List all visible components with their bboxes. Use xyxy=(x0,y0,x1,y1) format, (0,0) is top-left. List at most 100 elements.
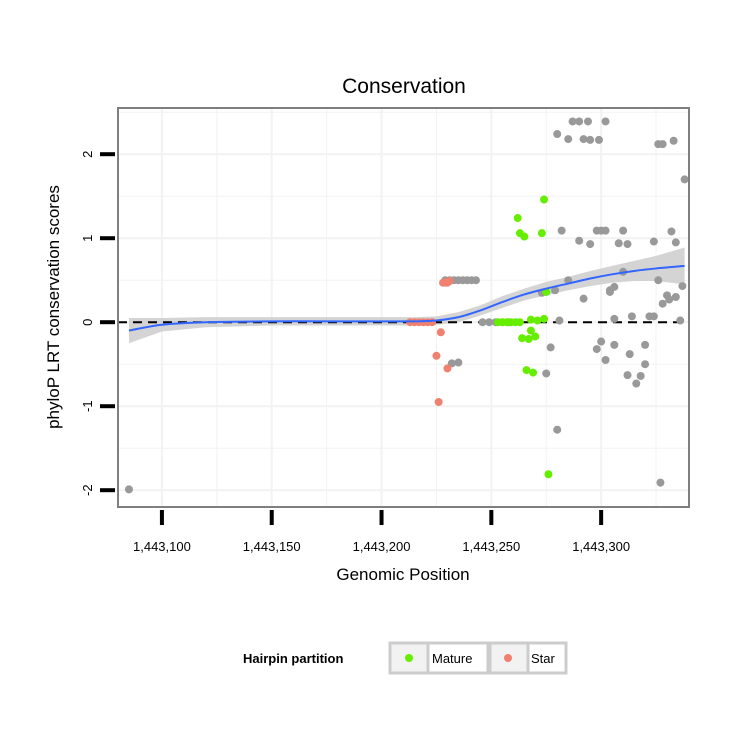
data-point-other xyxy=(676,316,685,325)
data-point-mature xyxy=(522,366,531,375)
legend-title: Hairpin partition xyxy=(243,651,343,666)
y-axis-title: phyloP LRT conservation scores xyxy=(44,185,63,429)
data-point-other xyxy=(555,316,564,325)
smooth-line xyxy=(128,264,685,332)
data-point-other xyxy=(658,140,667,149)
data-point-other xyxy=(557,226,566,235)
data-point-other xyxy=(680,175,689,184)
data-point-other xyxy=(583,117,592,126)
data-point-other xyxy=(623,240,632,249)
smooth-fit-line xyxy=(128,264,685,332)
data-point-other xyxy=(625,350,634,359)
data-point-other xyxy=(623,371,632,380)
data-point-mature xyxy=(537,229,546,238)
data-point-other xyxy=(610,282,619,291)
x-tick-label: 1,443,200 xyxy=(353,539,411,554)
data-point-star xyxy=(445,277,454,286)
data-point-other xyxy=(614,239,623,248)
data-point-other xyxy=(619,226,628,235)
chart-title: Conservation xyxy=(342,75,466,98)
data-point-other xyxy=(678,282,687,291)
data-point-star xyxy=(436,328,445,337)
x-tick-label: 1,443,250 xyxy=(462,539,520,554)
data-point-other xyxy=(564,135,573,144)
x-tick-label: 1,443,300 xyxy=(572,539,630,554)
legend-swatch-star xyxy=(504,654,512,662)
data-point-other xyxy=(586,135,595,144)
data-point-mature xyxy=(524,335,533,343)
data-point-other xyxy=(601,117,610,126)
data-point-other xyxy=(671,293,680,301)
data-point-other xyxy=(656,478,665,487)
data-point-other xyxy=(601,356,610,364)
data-point-mature xyxy=(544,470,553,479)
x-tick-label: 1,443,100 xyxy=(133,539,191,554)
data-point-other xyxy=(667,227,676,236)
y-tick-label: -2 xyxy=(80,484,95,496)
data-point-other xyxy=(665,295,674,304)
y-tick-label: -1 xyxy=(80,400,95,412)
data-point-mature xyxy=(515,318,524,327)
data-point-other xyxy=(124,485,133,494)
data-point-star xyxy=(434,398,443,406)
data-point-other xyxy=(471,276,480,285)
data-points xyxy=(124,117,689,494)
x-axis: 1,443,100 1,443,150 1,443,200 1,443,250 1,44… xyxy=(133,510,630,554)
data-point-other xyxy=(671,238,680,247)
data-point-other xyxy=(542,369,551,378)
data-point-other xyxy=(575,117,584,126)
data-point-other xyxy=(553,425,562,434)
y-tick-label: 0 xyxy=(80,319,95,326)
data-point-other xyxy=(610,340,619,349)
data-point-other xyxy=(485,318,494,327)
data-point-other xyxy=(658,299,667,308)
data-point-other xyxy=(597,337,606,346)
data-point-other xyxy=(454,358,463,367)
data-point-mature xyxy=(518,334,527,343)
plot-panel xyxy=(117,107,690,508)
plot-border xyxy=(117,107,690,508)
data-point-other xyxy=(669,136,678,145)
legend: Hairpin partition Mature Star xyxy=(243,641,568,675)
data-point-other xyxy=(649,312,658,321)
data-point-mature xyxy=(520,232,529,241)
legend-label-star: Star xyxy=(531,651,556,666)
data-point-other xyxy=(627,312,636,321)
data-point-other xyxy=(632,379,641,388)
data-point-other xyxy=(636,371,645,380)
series-mature xyxy=(493,195,553,479)
data-point-other xyxy=(478,318,487,327)
data-point-mature xyxy=(526,315,535,324)
data-point-mature xyxy=(529,368,538,377)
data-point-other xyxy=(654,276,663,285)
data-point-star xyxy=(432,351,441,360)
data-point-other xyxy=(641,340,650,349)
data-point-mature xyxy=(540,314,549,323)
data-point-other xyxy=(601,226,610,235)
data-point-star xyxy=(428,318,437,327)
legend-label-mature: Mature xyxy=(432,651,472,666)
data-point-mature xyxy=(540,195,549,204)
y-tick-label: 2 xyxy=(80,151,95,158)
grid-lines xyxy=(118,108,689,507)
y-axis: -2 -1 0 1 2 xyxy=(80,151,115,496)
data-point-star xyxy=(443,364,452,373)
confidence-band-area xyxy=(128,247,685,344)
data-point-other xyxy=(641,360,650,369)
data-point-mature xyxy=(531,332,540,341)
x-axis-title: Genomic Position xyxy=(336,565,469,584)
confidence-band xyxy=(128,247,685,344)
legend-swatch-mature xyxy=(405,654,413,662)
data-point-other xyxy=(553,130,562,139)
data-point-other xyxy=(610,314,619,323)
plot-background xyxy=(118,108,689,507)
data-point-other xyxy=(546,343,555,352)
data-point-other xyxy=(594,135,603,144)
x-tick-label: 1,443,150 xyxy=(243,539,301,554)
data-point-other xyxy=(586,240,595,249)
data-point-mature xyxy=(513,214,522,223)
data-point-other xyxy=(649,237,658,246)
data-point-other xyxy=(579,135,588,144)
legend-item-star: Star xyxy=(488,641,568,675)
